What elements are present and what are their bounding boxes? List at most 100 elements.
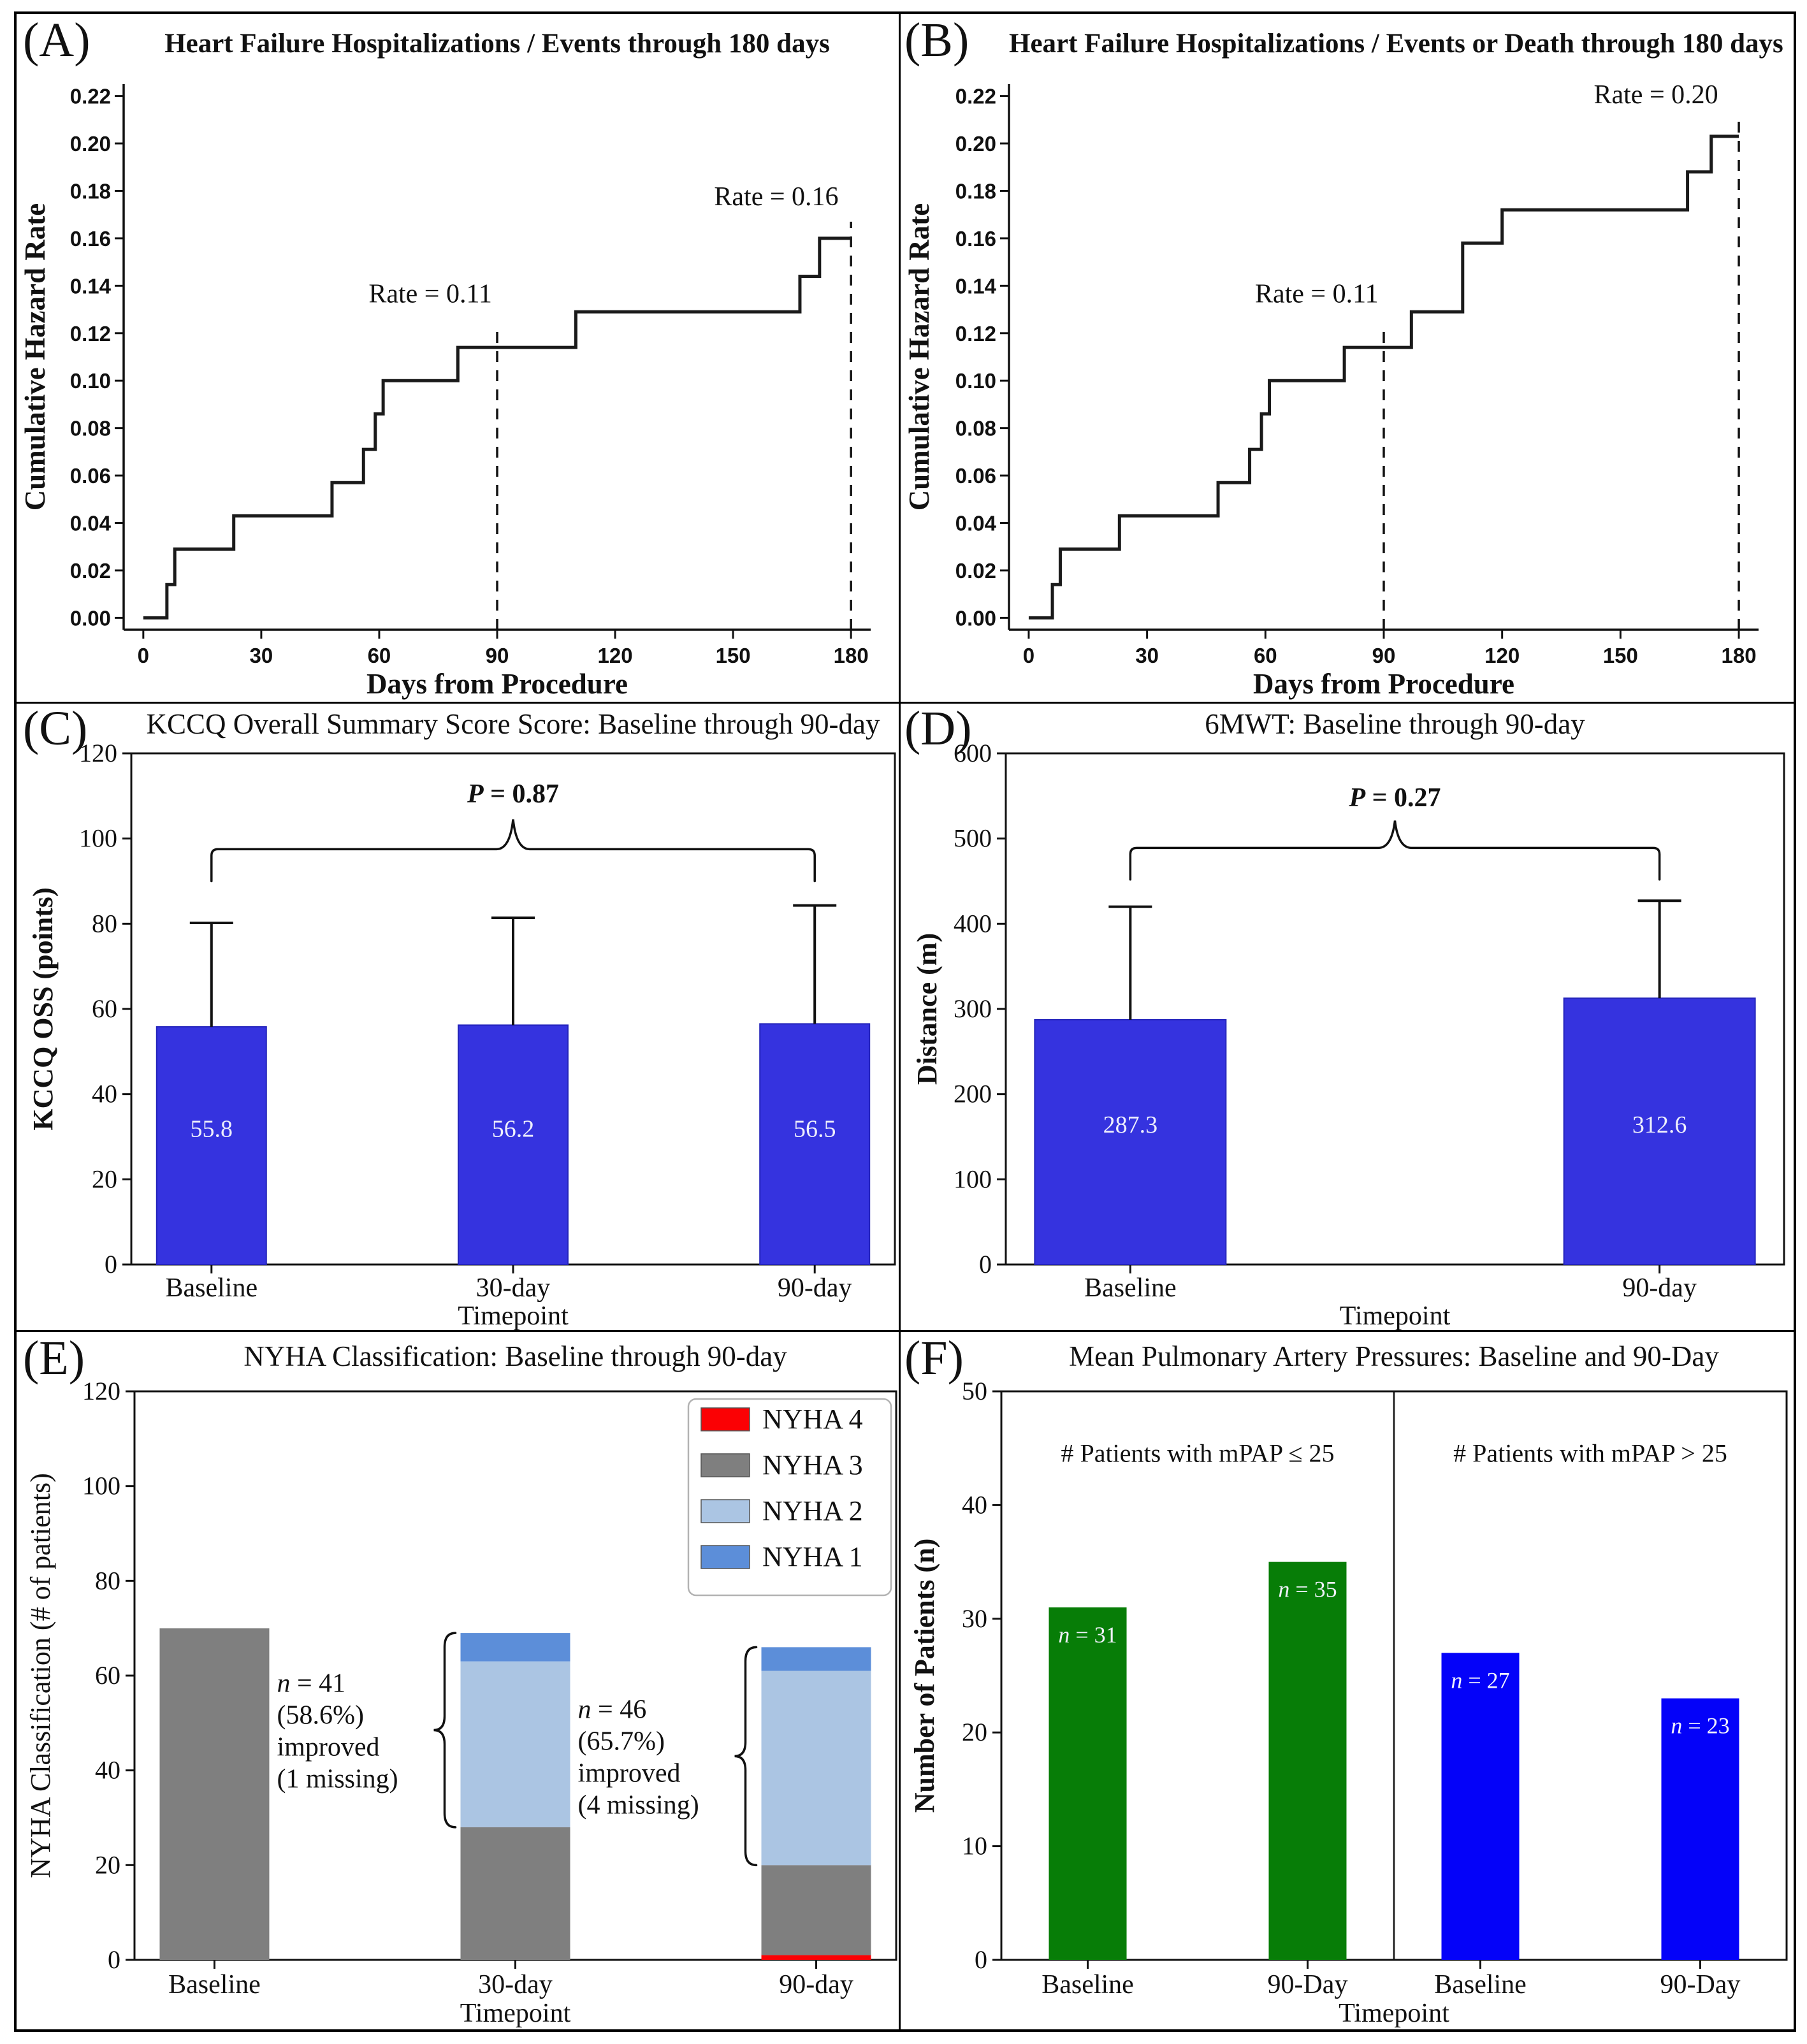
x-tick-label: 120	[1484, 644, 1520, 667]
x-tick-label: 30-day	[476, 1273, 551, 1303]
y-axis-title: NYHA Classification (# of patients)	[25, 1473, 56, 1878]
y-tick-label: 50	[962, 1377, 987, 1405]
y-tick-label: 80	[92, 909, 117, 938]
legend-swatch-nyha-4	[700, 1407, 750, 1432]
y-tick-label: 120	[82, 1377, 120, 1405]
y-tick-label: 200	[954, 1080, 992, 1108]
y-tick-label: 100	[79, 824, 117, 853]
y-axis-title: Number of Patients (n)	[909, 1539, 940, 1813]
p-value-label: P = 0.27	[1348, 783, 1441, 813]
panel-d-title: 6MWT: Baseline through 90-day	[1205, 708, 1585, 740]
panel-d: (D) 6MWT: Baseline through 90-day 0 100 20…	[901, 704, 1794, 1332]
y-tick-label: 40	[962, 1490, 987, 1519]
stack-segment-nyha-3-30-day	[460, 1827, 570, 1960]
y-tick-label: 60	[92, 994, 117, 1023]
x-tick-label: 90	[1372, 644, 1396, 667]
bar-value-label: 55.8	[191, 1116, 233, 1143]
rate-annotation: Rate = 0.11	[1255, 279, 1379, 308]
stack-segment-nyha-3-90-day	[761, 1865, 871, 1955]
sixmwt-bar-chart: 0 100 200 300 400 500 600 Baseline 90-day Timepoi…	[911, 739, 1785, 1330]
nyha-stacked-chart: 0 20 40 60 80 100 120 Baseline 30-day 90-day Timep…	[25, 1377, 897, 2028]
x-axis-title: Timepoint	[1339, 1999, 1449, 2028]
improvement-annotation-line: (65.7%)	[578, 1727, 665, 1756]
y-tick-label: 0.16	[70, 227, 111, 250]
x-tick-label: Baseline	[1041, 1970, 1134, 1999]
y-tick-label: 100	[954, 1164, 992, 1193]
panel-f-letter: (F)	[904, 1332, 964, 1385]
y-tick-label: 30	[962, 1604, 987, 1633]
y-tick-label: 400	[954, 909, 992, 938]
y-tick-label: 100	[82, 1472, 120, 1500]
bar-count-label: n = 27	[1451, 1667, 1509, 1693]
legend-label: NYHA 3	[762, 1449, 863, 1481]
bar-count-label: n = 31	[1058, 1622, 1117, 1648]
x-tick-label: 30	[1135, 644, 1159, 667]
x-tick-label: 90	[486, 644, 509, 667]
bar-1-90-Day	[1268, 1562, 1347, 1960]
bar-Baseline	[1034, 1018, 1227, 1265]
panel-b-title: Heart Failure Hospitalizations / Events …	[1009, 29, 1783, 59]
group-annotation: # Patients with mPAP > 25	[1453, 1439, 1727, 1468]
stack-segment-nyha-4-90-day	[761, 1955, 871, 1960]
panel-d-letter: (D)	[904, 704, 972, 755]
legend-label: NYHA 1	[762, 1541, 863, 1572]
y-axis-title: Distance (m)	[911, 933, 943, 1085]
y-tick-label: 80	[95, 1566, 120, 1595]
y-tick-label: 300	[954, 994, 992, 1023]
y-tick-label: 0	[979, 1250, 992, 1279]
y-tick-label: 0.10	[70, 369, 111, 393]
y-tick-label: 0.00	[955, 606, 996, 630]
y-tick-label: 600	[954, 739, 992, 767]
x-tick-label: 0	[1023, 644, 1034, 667]
x-axis-title: Timepoint	[460, 1999, 571, 2028]
y-tick-label: 0	[108, 1945, 120, 1974]
x-tick-label: Baseline	[168, 1970, 261, 1999]
x-tick-label: 180	[1722, 644, 1757, 667]
y-tick-label: 0	[975, 1945, 987, 1974]
panel-f-title: Mean Pulmonary Artery Pressures: Baselin…	[1069, 1340, 1719, 1372]
y-tick-label: 0.04	[70, 512, 112, 535]
panel-e-title: NYHA Classification: Baseline through 90…	[243, 1340, 787, 1372]
x-tick-label: 120	[598, 644, 633, 667]
x-tick-label: 30-day	[478, 1970, 553, 1999]
panel-f: (F) Mean Pulmonary Artery Pressures: Bas…	[901, 1332, 1794, 2029]
legend-label: NYHA 4	[762, 1403, 863, 1435]
bar-value-label: 287.3	[1103, 1112, 1158, 1138]
p-value-label: P = 0.87	[467, 779, 559, 809]
panel-e-letter: (E)	[23, 1332, 85, 1385]
x-axis-title: Timepoint	[1340, 1301, 1451, 1330]
stack-segment-nyha-1-30-day	[460, 1633, 570, 1662]
hazard-plot-events-death: 0.00 0.02 0.04 0.06 0.08 0.10 0.12 0.14 0.16 0.18…	[903, 80, 1759, 700]
bar-2-Baseline	[1441, 1653, 1520, 1960]
x-tick-label: 90-Day	[1267, 1970, 1347, 1999]
improvement-annotation-line: improved	[277, 1732, 380, 1762]
panel-b: (B) Heart Failure Hospitalizations / Eve…	[901, 14, 1794, 704]
cumulative-hazard-step-line	[143, 236, 852, 620]
panel-b-letter: (B)	[904, 14, 969, 67]
y-tick-label: 0.20	[70, 132, 111, 156]
x-axis-title: Days from Procedure	[1253, 668, 1514, 700]
y-tick-label: 0.10	[955, 369, 996, 393]
figure-grid: (A) Heart Failure Hospitalizations / Eve…	[14, 11, 1796, 2032]
panel-a-title: Heart Failure Hospitalizations / Events …	[164, 29, 830, 59]
y-tick-label: 0.04	[955, 512, 997, 535]
y-tick-label: 40	[92, 1080, 117, 1108]
x-axis-title: Days from Procedure	[366, 668, 628, 700]
improvement-annotation-line: n = 46	[578, 1695, 647, 1724]
y-tick-label: 0.18	[70, 179, 111, 203]
x-tick-label: Baseline	[165, 1273, 258, 1303]
legend-label: NYHA 2	[762, 1495, 863, 1526]
y-tick-label: 0.12	[955, 322, 996, 345]
bar-value-label: 56.5	[794, 1116, 836, 1143]
p-value-brace	[210, 819, 816, 883]
y-tick-label: 0.08	[955, 417, 996, 440]
improvement-annotation-line: n = 41	[277, 1669, 346, 1698]
panel-e: (E) NYHA Classification: Baseline throug…	[17, 1332, 901, 2029]
y-tick-label: 10	[962, 1832, 987, 1860]
bar-90-day	[1563, 997, 1756, 1265]
stack-segment-nyha-2-90-day	[761, 1671, 871, 1866]
y-tick-label: 0.14	[70, 274, 112, 298]
y-tick-label: 0.06	[70, 464, 111, 488]
y-tick-label: 20	[95, 1850, 120, 1879]
